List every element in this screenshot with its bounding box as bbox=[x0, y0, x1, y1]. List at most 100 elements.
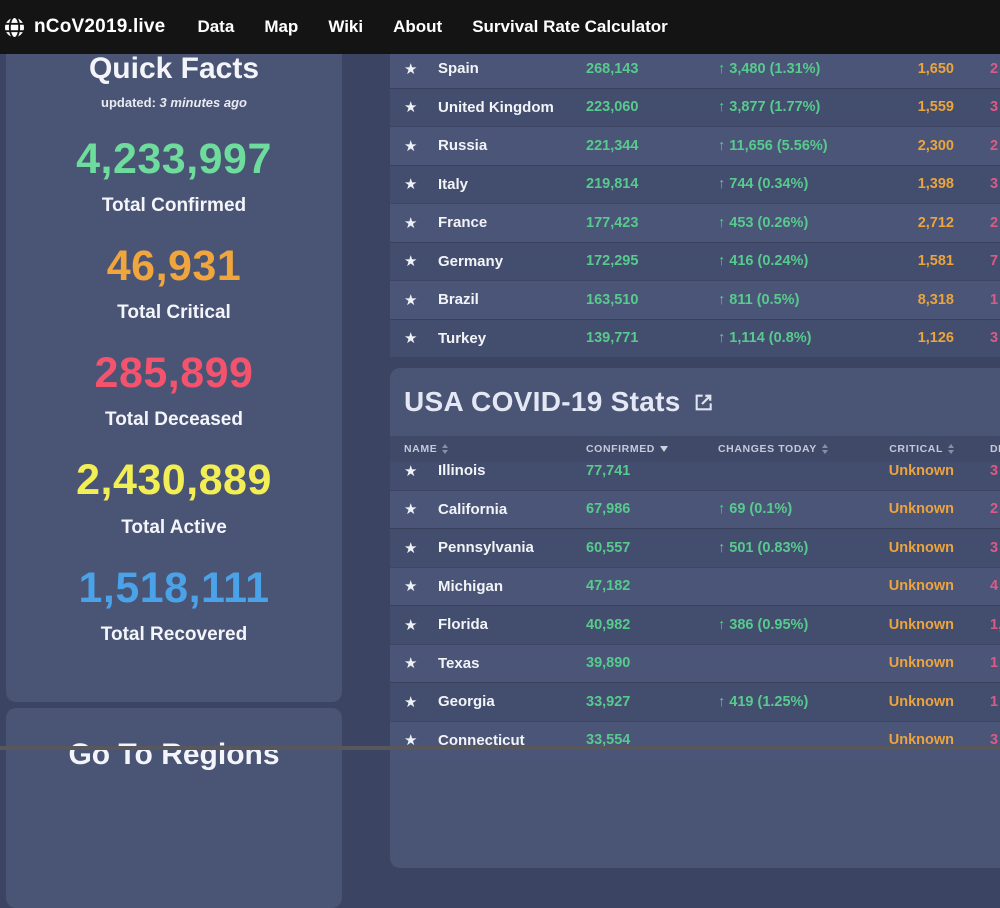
row-critical: Unknown bbox=[888, 655, 954, 672]
row-deceased-partial: 1 bbox=[990, 291, 999, 308]
favorite-star-icon[interactable]: ★ bbox=[404, 99, 418, 117]
row-confirmed: 33,927 bbox=[586, 693, 631, 710]
row-name: Michigan bbox=[438, 577, 504, 595]
updated-prefix: updated: bbox=[101, 95, 156, 110]
sort-icon bbox=[442, 444, 449, 454]
table-row[interactable]: ★ California 67,986 ↑ 69 (0.1%) Unknown … bbox=[390, 489, 1000, 528]
world-table-rows: ★ Spain 268,143 ↑ 3,480 (1.31%) 1,650 2 … bbox=[390, 50, 1000, 357]
row-confirmed: 39,890 bbox=[586, 655, 631, 672]
table-row[interactable]: ★ Connecticut 33,554 Unknown 3 bbox=[390, 720, 1000, 759]
row-confirmed: 223,060 bbox=[586, 99, 639, 116]
table-row[interactable]: ★ Russia 221,344 ↑ 11,656 (5.56%) 2,300 … bbox=[390, 126, 1000, 165]
row-confirmed: 139,771 bbox=[586, 330, 639, 347]
table-row[interactable]: ★ Georgia 33,927 ↑ 419 (1.25%) Unknown 1 bbox=[390, 682, 1000, 721]
favorite-star-icon[interactable]: ★ bbox=[404, 60, 418, 78]
table-row[interactable]: ★ Michigan 47,182 Unknown 4 bbox=[390, 566, 1000, 605]
table-row[interactable]: ★ Texas 39,890 Unknown 1 bbox=[390, 643, 1000, 682]
row-change-today: ↑ 386 (0.95%) bbox=[718, 616, 809, 633]
quick-facts-title: Quick Facts bbox=[88, 52, 260, 85]
stat-label: Total Confirmed bbox=[101, 195, 247, 217]
row-confirmed: 163,510 bbox=[586, 291, 639, 308]
column-header-changes-today[interactable]: CHANGES TODAY bbox=[718, 443, 868, 455]
favorite-star-icon[interactable]: ★ bbox=[404, 693, 418, 711]
row-deceased-partial: 3 bbox=[990, 99, 999, 116]
column-header-critical[interactable]: CRITICAL bbox=[868, 443, 954, 455]
sort-desc-icon bbox=[659, 446, 668, 452]
nav-item-data[interactable]: Data bbox=[197, 17, 235, 36]
stat-label: Total Recovered bbox=[100, 623, 248, 645]
favorite-star-icon[interactable]: ★ bbox=[404, 330, 418, 348]
column-header-name[interactable]: NAME bbox=[404, 443, 586, 455]
row-critical: Unknown bbox=[888, 616, 954, 633]
quick-facts-stat: 4,233,997 Total Confirmed bbox=[6, 136, 342, 217]
row-name: Italy bbox=[438, 175, 469, 193]
nav-item-wiki[interactable]: Wiki bbox=[328, 17, 364, 36]
row-confirmed: 47,182 bbox=[586, 578, 631, 595]
table-row[interactable]: ★ Italy 219,814 ↑ 744 (0.34%) 1,398 3 bbox=[390, 164, 1000, 203]
table-row[interactable]: ★ United Kingdom 223,060 ↑ 3,877 (1.77%)… bbox=[390, 87, 1000, 126]
table-row[interactable]: ★ Spain 268,143 ↑ 3,480 (1.31%) 1,650 2 bbox=[390, 50, 1000, 88]
globe-icon bbox=[3, 15, 26, 39]
row-confirmed: 67,986 bbox=[586, 501, 631, 518]
row-deceased-partial: 3 bbox=[990, 732, 999, 749]
favorite-star-icon[interactable]: ★ bbox=[404, 214, 418, 232]
favorite-star-icon[interactable]: ★ bbox=[404, 501, 418, 519]
usa-table-rows: ★ Illinois 77,741 Unknown 3 ★ California… bbox=[390, 452, 1000, 759]
row-name: Brazil bbox=[438, 291, 479, 309]
row-deceased-partial: 3 bbox=[990, 330, 999, 347]
table-row[interactable]: ★ Turkey 139,771 ↑ 1,114 (0.8%) 1,126 3 bbox=[390, 318, 1000, 357]
row-critical: 2,300 bbox=[917, 137, 954, 154]
table-row[interactable]: ★ France 177,423 ↑ 453 (0.26%) 2,712 2 bbox=[390, 203, 1000, 242]
brand-home-link[interactable]: nCoV2019.live bbox=[2, 15, 165, 40]
row-change-today: ↑ 744 (0.34%) bbox=[718, 176, 809, 193]
column-header-deceased[interactable]: DECEASED bbox=[990, 443, 1000, 455]
row-critical: 2,712 bbox=[917, 214, 954, 231]
row-name: Russia bbox=[438, 137, 488, 155]
usa-section-title: USA COVID-19 Stats bbox=[404, 386, 681, 417]
row-critical: 1,398 bbox=[917, 176, 954, 193]
column-header-name-label: NAME bbox=[404, 443, 438, 455]
external-link-icon bbox=[695, 394, 712, 410]
row-critical: 1,559 bbox=[917, 99, 954, 116]
stat-value: 1,518,111 bbox=[78, 563, 270, 612]
usa-section-header: USA COVID-19 Stats bbox=[390, 368, 1000, 418]
favorite-star-icon[interactable]: ★ bbox=[404, 732, 418, 750]
row-confirmed: 60,557 bbox=[586, 539, 631, 556]
row-confirmed: 172,295 bbox=[586, 253, 639, 270]
row-deceased-partial: 3 bbox=[990, 462, 999, 479]
table-row[interactable]: ★ Florida 40,982 ↑ 386 (0.95%) Unknown 1… bbox=[390, 605, 1000, 644]
row-name: United Kingdom bbox=[438, 98, 554, 116]
favorite-star-icon[interactable]: ★ bbox=[404, 616, 418, 634]
quick-facts-stat: 2,430,889 Total Active bbox=[6, 458, 342, 538]
stat-value: 2,430,889 bbox=[76, 456, 272, 505]
favorite-star-icon[interactable]: ★ bbox=[404, 253, 418, 271]
favorite-star-icon[interactable]: ★ bbox=[404, 176, 418, 194]
favorite-star-icon[interactable]: ★ bbox=[404, 291, 418, 309]
row-change-today: ↑ 501 (0.83%) bbox=[718, 539, 809, 556]
nav-item-about[interactable]: About bbox=[393, 17, 443, 36]
row-critical: 1,126 bbox=[917, 330, 954, 347]
favorite-star-icon[interactable]: ★ bbox=[404, 539, 418, 557]
table-row[interactable]: ★ Brazil 163,510 ↑ 811 (0.5%) 8,318 1 bbox=[390, 280, 1000, 319]
row-critical: Unknown bbox=[888, 539, 954, 556]
favorite-star-icon[interactable]: ★ bbox=[404, 462, 418, 480]
usa-external-link[interactable] bbox=[693, 392, 714, 413]
row-name: Germany bbox=[438, 252, 504, 270]
row-critical: 1,581 bbox=[917, 253, 954, 270]
row-critical: Unknown bbox=[888, 501, 954, 518]
column-header-confirmed[interactable]: CONFIRMED bbox=[586, 443, 718, 455]
row-change-today: ↑ 3,480 (1.31%) bbox=[718, 60, 821, 77]
favorite-star-icon[interactable]: ★ bbox=[404, 578, 418, 596]
row-name: Connecticut bbox=[438, 731, 525, 749]
quick-facts-stats: 4,233,997 Total Confirmed 46,931 Total C… bbox=[6, 136, 342, 646]
nav-item-survival-rate-calculator[interactable]: Survival Rate Calculator bbox=[472, 17, 668, 36]
row-name: Spain bbox=[438, 60, 479, 78]
table-row[interactable]: ★ Pennsylvania 60,557 ↑ 501 (0.83%) Unkn… bbox=[390, 528, 1000, 567]
nav-item-map[interactable]: Map bbox=[264, 17, 299, 36]
favorite-star-icon[interactable]: ★ bbox=[404, 137, 418, 155]
row-change-today: ↑ 3,877 (1.77%) bbox=[718, 99, 821, 116]
row-deceased-partial: 4 bbox=[990, 578, 999, 595]
favorite-star-icon[interactable]: ★ bbox=[404, 655, 418, 673]
table-row[interactable]: ★ Germany 172,295 ↑ 416 (0.24%) 1,581 7 bbox=[390, 241, 1000, 280]
quick-facts-stat: 1,518,111 Total Recovered bbox=[6, 563, 342, 646]
